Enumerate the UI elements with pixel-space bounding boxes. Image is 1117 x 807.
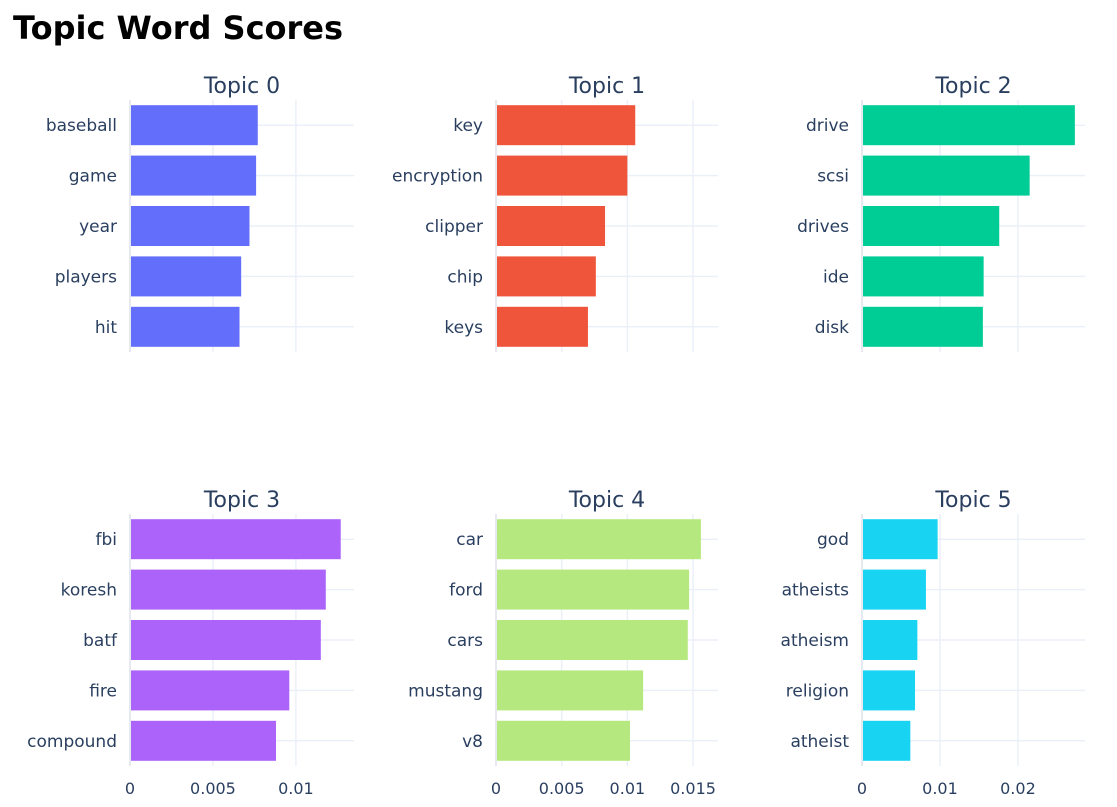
bar-game[interactable] — [131, 155, 257, 196]
panel-title: Topic 2 — [934, 74, 1011, 99]
bar-cars[interactable] — [497, 620, 688, 660]
x-tick-label: 0 — [857, 779, 867, 798]
panel-topic-4: Topic 4 car ford cars mustang v8 0 0.005 0.01 0.0… — [408, 488, 718, 798]
category-label: koresh — [61, 581, 117, 601]
category-label: fire — [89, 681, 117, 701]
bar-batf[interactable] — [131, 620, 321, 660]
category-label: ford — [449, 581, 483, 601]
bar-clipper[interactable] — [497, 206, 606, 246]
bar-ide[interactable] — [863, 256, 984, 297]
bar-religion[interactable] — [863, 670, 916, 711]
category-label: clipper — [425, 217, 483, 237]
bar-encryption[interactable] — [497, 155, 628, 196]
bar-koresh[interactable] — [131, 569, 326, 610]
bar-drive[interactable] — [863, 105, 1075, 146]
category-label: chip — [447, 267, 483, 287]
bar-baseball[interactable] — [131, 105, 258, 146]
panel-topic-2: Topic 2 drive scsi drives ide disk — [797, 74, 1085, 352]
bar-fbi[interactable] — [131, 519, 341, 560]
category-label: key — [453, 116, 483, 136]
category-label: car — [456, 530, 483, 550]
category-label: game — [69, 167, 117, 187]
bar-scsi[interactable] — [863, 155, 1030, 196]
bar-atheists[interactable] — [863, 569, 926, 610]
chart-title: Topic Word Scores — [13, 9, 344, 47]
category-label: ide — [823, 267, 849, 287]
bar-hit[interactable] — [131, 306, 240, 347]
category-label: v8 — [462, 732, 483, 752]
x-tick-label: 0.005 — [190, 779, 236, 798]
bar-key[interactable] — [497, 105, 636, 146]
category-label: fbi — [96, 530, 118, 550]
category-label: god — [817, 530, 849, 550]
bar-god[interactable] — [863, 519, 938, 560]
bar-players[interactable] — [131, 256, 242, 297]
panel-topic-1: Topic 1 key encryption clipper chip keys — [392, 74, 718, 352]
category-label: baseball — [46, 116, 117, 136]
bar-car[interactable] — [497, 519, 701, 560]
panel-topic-3: Topic 3 fbi koresh batf fire compound 0 0.005 0.… — [27, 488, 354, 798]
x-tick-label: 0.005 — [539, 779, 585, 798]
category-label: cars — [447, 631, 483, 651]
panel-topic-5: Topic 5 god atheists atheism religion atheist… — [781, 488, 1085, 798]
x-tick-label: 0 — [125, 779, 135, 798]
bar-compound[interactable] — [131, 720, 277, 761]
bar-keys[interactable] — [497, 306, 588, 347]
x-tick-label: 0.01 — [610, 779, 646, 798]
panel-title: Topic 1 — [568, 74, 645, 99]
bar-fire[interactable] — [131, 670, 290, 711]
x-tick-label: 0 — [491, 779, 501, 798]
bar-disk[interactable] — [863, 306, 983, 347]
category-label: hit — [95, 318, 117, 338]
x-tick-label: 0.01 — [278, 779, 314, 798]
category-label: atheist — [790, 732, 849, 752]
bar-atheism[interactable] — [863, 620, 918, 660]
bar-year[interactable] — [131, 206, 250, 246]
category-label: year — [79, 217, 117, 237]
panel-title: Topic 5 — [934, 488, 1011, 513]
category-label: batf — [83, 631, 118, 651]
category-label: scsi — [817, 167, 849, 187]
category-label: compound — [27, 732, 117, 752]
panel-topic-0: Topic 0 baseball game year players hit — [46, 74, 354, 352]
panel-title: Topic 3 — [203, 488, 280, 513]
bar-chip[interactable] — [497, 256, 596, 297]
category-label: disk — [815, 318, 849, 338]
bar-drives[interactable] — [863, 206, 1000, 246]
category-label: atheism — [781, 631, 849, 651]
category-label: players — [55, 267, 117, 287]
bar-v8[interactable] — [497, 720, 630, 761]
bar-ford[interactable] — [497, 569, 690, 610]
category-label: drive — [806, 116, 849, 136]
category-label: drives — [797, 217, 849, 237]
panel-title: Topic 4 — [568, 488, 645, 513]
category-label: religion — [786, 681, 849, 701]
x-tick-label: 0.02 — [1000, 779, 1036, 798]
category-label: encryption — [392, 167, 483, 187]
bar-atheist[interactable] — [863, 720, 911, 761]
x-tick-label: 0.01 — [922, 779, 958, 798]
category-label: mustang — [408, 681, 483, 701]
category-label: keys — [444, 318, 483, 338]
bar-mustang[interactable] — [497, 670, 644, 711]
category-label: atheists — [782, 581, 850, 601]
panel-title: Topic 0 — [203, 74, 280, 99]
x-tick-label: 0.015 — [670, 779, 716, 798]
